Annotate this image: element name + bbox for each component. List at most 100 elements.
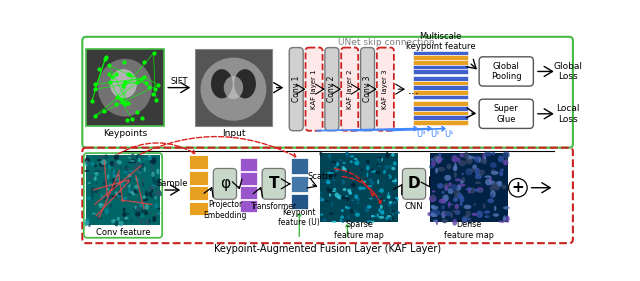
Ellipse shape — [134, 209, 141, 212]
FancyBboxPatch shape — [377, 47, 394, 131]
Bar — [413, 111, 467, 115]
Ellipse shape — [392, 201, 397, 205]
Ellipse shape — [371, 221, 374, 223]
Ellipse shape — [95, 203, 98, 206]
Ellipse shape — [122, 212, 127, 217]
Ellipse shape — [372, 191, 374, 194]
Ellipse shape — [150, 159, 156, 165]
Ellipse shape — [368, 185, 372, 187]
Ellipse shape — [125, 200, 129, 201]
Ellipse shape — [136, 217, 140, 220]
Ellipse shape — [484, 156, 486, 163]
Ellipse shape — [108, 164, 111, 170]
Ellipse shape — [469, 168, 476, 172]
Ellipse shape — [119, 178, 122, 182]
Ellipse shape — [136, 179, 140, 182]
Point — [122, 117, 132, 122]
Ellipse shape — [452, 210, 459, 212]
Text: Scatter: Scatter — [307, 172, 338, 181]
Ellipse shape — [88, 182, 91, 184]
Ellipse shape — [345, 196, 348, 197]
Ellipse shape — [157, 191, 162, 196]
Ellipse shape — [456, 192, 460, 194]
Ellipse shape — [490, 190, 496, 198]
Ellipse shape — [87, 197, 92, 200]
Ellipse shape — [484, 151, 492, 157]
Ellipse shape — [459, 160, 466, 166]
Ellipse shape — [109, 186, 114, 190]
Ellipse shape — [149, 186, 156, 191]
Ellipse shape — [445, 211, 452, 216]
Text: KAF layer 3: KAF layer 3 — [382, 69, 388, 109]
Ellipse shape — [326, 179, 328, 181]
Ellipse shape — [115, 191, 118, 196]
Ellipse shape — [108, 194, 111, 199]
Ellipse shape — [350, 160, 353, 163]
Ellipse shape — [343, 168, 347, 172]
Ellipse shape — [367, 220, 372, 223]
Ellipse shape — [334, 166, 337, 169]
Ellipse shape — [97, 159, 102, 161]
Ellipse shape — [332, 161, 337, 163]
Ellipse shape — [131, 153, 135, 159]
Ellipse shape — [125, 168, 127, 171]
Ellipse shape — [484, 160, 486, 165]
Text: Conv 3: Conv 3 — [363, 76, 372, 102]
Ellipse shape — [128, 170, 133, 172]
Point — [140, 75, 150, 80]
Ellipse shape — [436, 219, 438, 225]
Ellipse shape — [472, 164, 477, 170]
Ellipse shape — [377, 157, 382, 158]
Ellipse shape — [113, 175, 116, 177]
Ellipse shape — [458, 183, 465, 187]
Ellipse shape — [503, 217, 506, 221]
Ellipse shape — [154, 194, 157, 200]
Ellipse shape — [362, 187, 366, 190]
Ellipse shape — [355, 194, 358, 199]
Ellipse shape — [128, 174, 134, 175]
Ellipse shape — [499, 220, 505, 223]
FancyBboxPatch shape — [341, 47, 358, 131]
Ellipse shape — [115, 221, 118, 226]
Ellipse shape — [388, 192, 389, 196]
Ellipse shape — [139, 167, 141, 172]
Ellipse shape — [380, 205, 383, 209]
Ellipse shape — [341, 209, 344, 212]
Text: U¹: U¹ — [444, 130, 454, 139]
Ellipse shape — [348, 191, 352, 195]
Ellipse shape — [389, 164, 393, 168]
Ellipse shape — [342, 188, 346, 191]
Ellipse shape — [153, 181, 158, 185]
Text: ...: ... — [407, 84, 419, 97]
Ellipse shape — [397, 198, 399, 201]
Point — [143, 84, 154, 89]
Ellipse shape — [128, 171, 134, 177]
FancyBboxPatch shape — [403, 169, 426, 199]
Ellipse shape — [389, 217, 393, 221]
Ellipse shape — [381, 159, 384, 164]
Point — [118, 83, 128, 88]
Ellipse shape — [371, 178, 372, 181]
Ellipse shape — [367, 172, 368, 177]
Ellipse shape — [156, 212, 159, 217]
Point — [101, 55, 111, 59]
Ellipse shape — [377, 196, 380, 199]
Ellipse shape — [442, 219, 448, 223]
Ellipse shape — [491, 152, 496, 155]
Point — [104, 63, 114, 68]
Ellipse shape — [460, 197, 463, 203]
Ellipse shape — [456, 210, 460, 214]
Ellipse shape — [151, 185, 156, 187]
Ellipse shape — [136, 204, 139, 206]
Ellipse shape — [143, 167, 146, 172]
Ellipse shape — [493, 213, 499, 217]
Circle shape — [509, 178, 527, 197]
Ellipse shape — [451, 155, 458, 162]
Ellipse shape — [320, 198, 324, 201]
Ellipse shape — [380, 188, 384, 193]
Ellipse shape — [380, 198, 383, 202]
Ellipse shape — [136, 197, 138, 201]
Bar — [413, 51, 467, 55]
Ellipse shape — [84, 222, 88, 226]
Text: T: T — [269, 176, 279, 191]
